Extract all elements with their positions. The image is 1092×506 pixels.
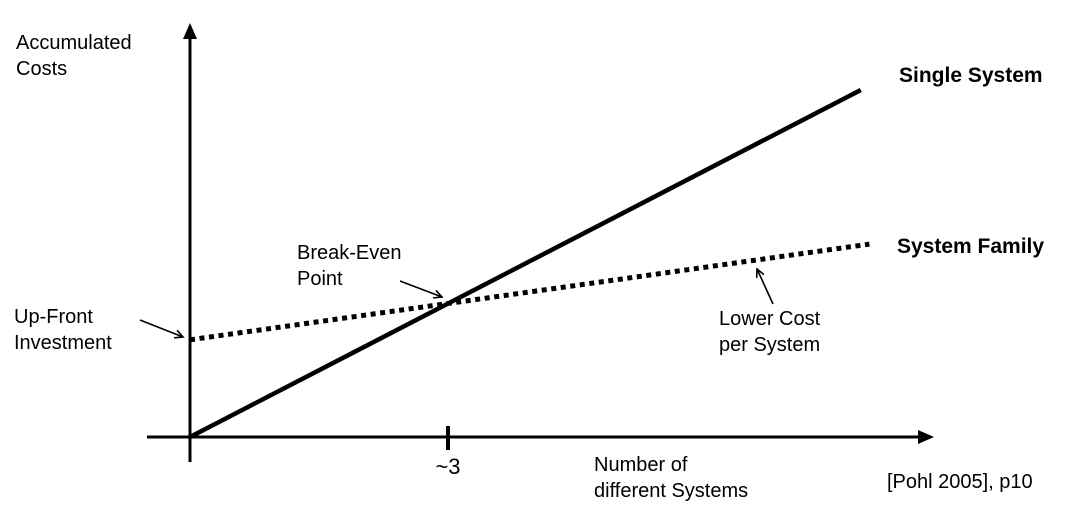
lower-cost-label: Lower Cost per System — [719, 308, 821, 356]
break-even-label: Break-Even Point — [297, 242, 402, 290]
system-family-label: System Family — [897, 235, 1045, 258]
up-front-arrow-icon — [139, 319, 185, 339]
single-system-label: Single System — [899, 64, 1043, 87]
single-system-line — [188, 88, 862, 439]
x-axis-label: Number of different Systems — [594, 454, 749, 502]
break-even-arrow-icon — [399, 280, 444, 299]
y-axis-label: Accumulated Costs — [16, 32, 132, 80]
citation: [Pohl 2005], p10 — [887, 471, 1033, 493]
lower-cost-arrow-icon — [755, 267, 774, 305]
x-tick-label: ~3 — [435, 454, 461, 479]
up-front-label: Up-Front Investment — [14, 306, 112, 354]
